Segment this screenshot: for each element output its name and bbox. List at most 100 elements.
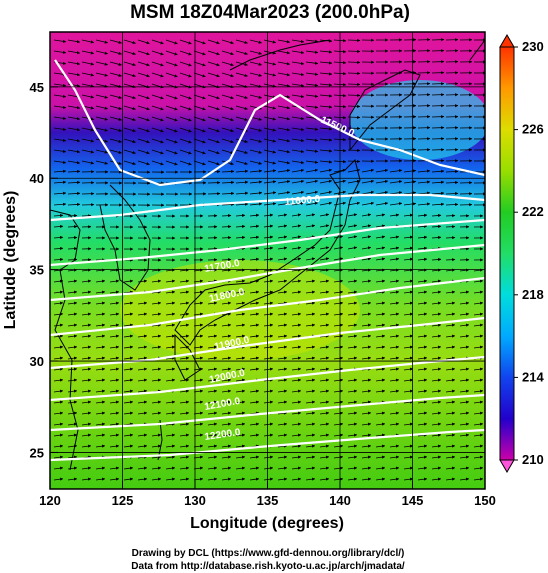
wind-arrow	[263, 389, 274, 393]
wind-arrow	[417, 466, 428, 470]
wind-arrow	[95, 411, 106, 415]
wind-arrow	[81, 334, 92, 338]
wind-arrow	[235, 411, 246, 415]
wind-arrow	[179, 389, 190, 393]
wind-arrow	[417, 345, 428, 349]
wind-arrow	[361, 257, 372, 261]
wind-arrow	[375, 290, 386, 294]
wind-arrow	[445, 455, 456, 459]
wind-arrow	[165, 138, 178, 144]
wind-arrow	[53, 191, 67, 195]
wind-arrow	[403, 367, 414, 371]
wind-arrow	[249, 455, 260, 459]
wind-arrow	[305, 94, 319, 98]
wind-arrow	[431, 202, 445, 206]
wind-arrow	[207, 367, 218, 371]
wind-arrow	[305, 323, 316, 327]
wind-arrow	[67, 61, 81, 66]
wind-arrow	[263, 105, 277, 110]
wind-arrow	[305, 160, 319, 164]
wind-arrow	[95, 356, 106, 360]
wind-arrow	[445, 367, 456, 371]
wind-arrow	[221, 169, 235, 174]
x-axis-label: Longitude (degrees)	[190, 515, 344, 532]
wind-arrow	[235, 94, 248, 99]
wind-arrow	[347, 82, 361, 86]
wind-arrow	[235, 160, 248, 165]
wind-arrow	[95, 94, 108, 99]
wind-arrow	[263, 116, 277, 121]
wind-arrow	[67, 400, 78, 404]
wind-arrow	[235, 444, 246, 448]
wind-arrow	[445, 433, 456, 437]
wind-arrow	[473, 345, 484, 349]
wind-arrow	[53, 477, 64, 481]
wind-arrow	[67, 116, 81, 121]
wind-arrow	[53, 334, 64, 338]
wind-arrow	[389, 334, 400, 338]
wind-arrow	[403, 455, 414, 459]
wind-arrow	[459, 389, 470, 393]
wind-arrow	[179, 116, 192, 122]
wind-arrow	[277, 169, 291, 173]
wind-arrow	[277, 202, 291, 206]
wind-arrow	[403, 312, 414, 316]
wind-arrow	[431, 334, 442, 338]
wind-arrow	[277, 116, 291, 121]
wind-arrow	[263, 356, 274, 360]
wind-arrow	[473, 389, 484, 393]
wind-arrow	[137, 72, 150, 78]
wind-arrow	[319, 116, 333, 120]
wind-arrow	[277, 235, 288, 239]
wind-arrow	[417, 356, 428, 360]
wind-arrow	[179, 105, 192, 111]
wind-arrow	[95, 389, 106, 393]
wind-arrow	[431, 191, 445, 195]
wind-arrow	[67, 105, 81, 110]
wind-arrow	[277, 367, 288, 371]
wind-arrow	[249, 180, 263, 184]
wind-arrow	[207, 356, 218, 360]
wind-arrow	[445, 466, 456, 470]
wind-arrow	[109, 149, 122, 154]
wind-arrow	[221, 477, 232, 481]
wind-arrow	[165, 411, 176, 415]
wind-arrow	[53, 39, 67, 43]
wind-arrow	[221, 258, 232, 262]
wind-arrow	[389, 466, 400, 470]
wind-arrow	[151, 301, 162, 305]
contour-11600	[50, 193, 485, 222]
wind-arrow	[95, 127, 108, 132]
colorbar-tick-label: 226	[522, 122, 544, 137]
wind-arrow	[333, 411, 344, 415]
wind-arrow	[249, 246, 260, 250]
wind-arrow	[221, 455, 232, 459]
wind-arrow	[109, 116, 122, 121]
wind-arrow	[123, 72, 136, 78]
wind-arrow	[445, 422, 456, 426]
wind-arrow	[333, 367, 344, 371]
wind-arrow	[207, 116, 220, 122]
wind-arrow	[361, 201, 375, 206]
wind-arrow	[445, 202, 459, 207]
wind-arrow	[235, 213, 246, 218]
wind-arrow	[249, 94, 262, 99]
wind-arrow	[123, 105, 136, 111]
wind-arrow	[249, 61, 262, 66]
wind-arrow	[151, 149, 164, 155]
wind-arrow	[193, 138, 206, 144]
wind-arrow	[263, 83, 277, 88]
wind-arrow	[389, 323, 400, 327]
wind-arrow	[291, 61, 305, 66]
wind-arrow	[319, 334, 330, 338]
wind-arrow	[95, 72, 108, 77]
wind-arrow	[95, 444, 106, 448]
colorbar-tick-label: 210	[522, 452, 544, 467]
wind-arrow	[179, 334, 190, 338]
wind-arrow	[67, 236, 78, 240]
wind-arrow	[235, 367, 246, 371]
wind-arrow	[81, 323, 92, 327]
wind-arrow	[123, 160, 136, 166]
wind-arrow	[445, 400, 456, 404]
wind-arrow	[319, 356, 330, 360]
